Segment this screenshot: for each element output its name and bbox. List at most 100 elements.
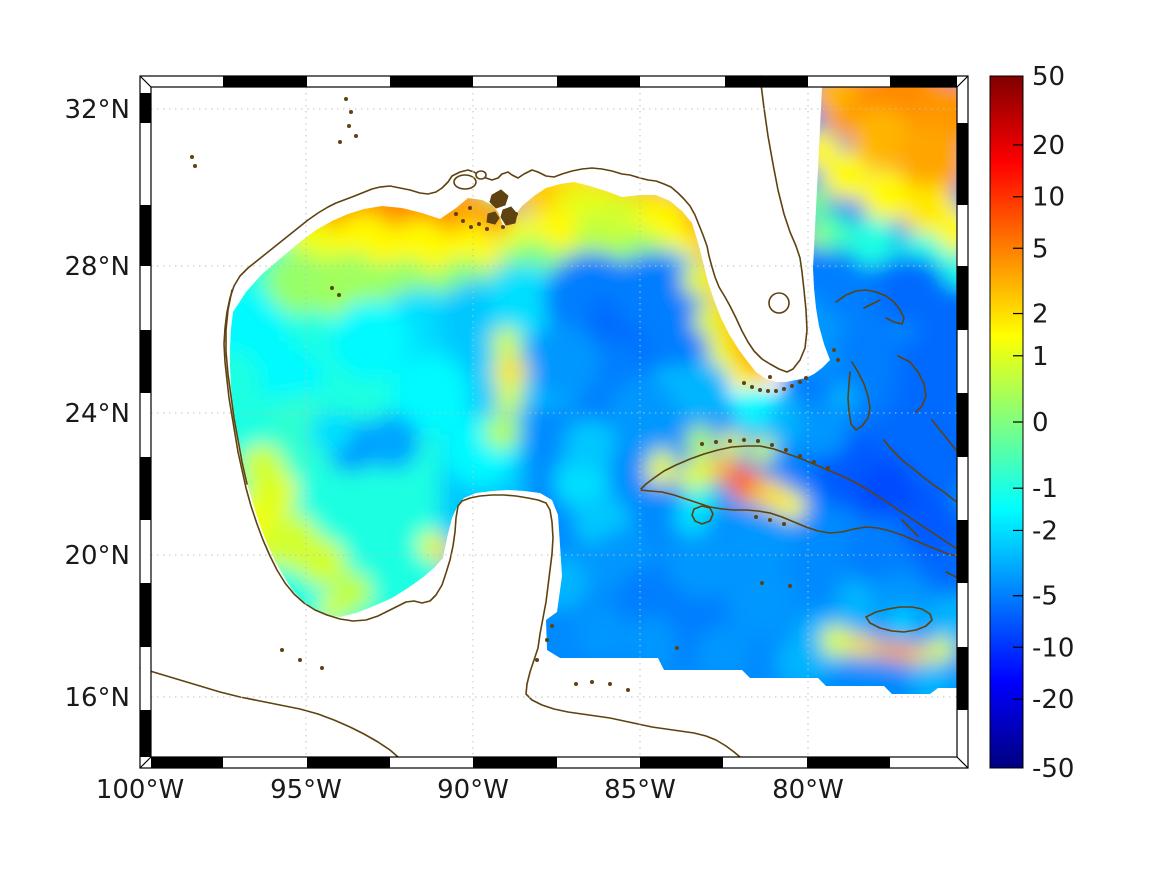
island-speck <box>675 646 679 650</box>
island-speck <box>280 648 284 652</box>
island-speck <box>469 225 473 229</box>
field-blob <box>491 327 521 357</box>
field-blob <box>530 405 544 419</box>
island-speck <box>330 286 334 290</box>
coastline <box>865 606 933 633</box>
field-blob <box>696 626 748 678</box>
field-blob <box>524 324 600 400</box>
frame-corner-miter <box>956 75 969 88</box>
field-blob <box>726 566 798 638</box>
island-speck <box>545 638 549 642</box>
field-blob <box>803 225 825 247</box>
island-speck <box>493 215 497 219</box>
field-blob <box>732 388 772 428</box>
island-speck <box>535 658 539 662</box>
island-speck <box>782 387 786 391</box>
field-blob <box>929 637 955 663</box>
island-speck <box>742 438 746 442</box>
field-blob <box>820 625 852 657</box>
y-axis-tick-label: 28°N <box>64 252 130 282</box>
frame-segment <box>807 757 890 768</box>
colorbar-tick-label: 2 <box>1032 300 1049 330</box>
field-blob <box>829 383 857 411</box>
frame-outer <box>139 75 969 769</box>
coastline <box>863 299 881 309</box>
field-blob <box>890 610 914 634</box>
field-blob <box>753 360 775 382</box>
y-axis-tick-label: 16°N <box>64 683 130 713</box>
field-blob <box>860 170 912 222</box>
island-speck <box>193 164 197 168</box>
field-blob <box>607 377 683 453</box>
island-speck <box>756 439 760 443</box>
field-blob <box>670 360 730 420</box>
colorbar-tick-label: -10 <box>1032 633 1074 663</box>
field-blob <box>726 496 798 568</box>
field-blob <box>836 316 908 388</box>
field-blob <box>298 538 346 586</box>
frame-segment <box>957 393 968 457</box>
island-speck <box>700 442 704 446</box>
island-speck <box>468 206 472 210</box>
field-blob <box>872 572 932 632</box>
coastline <box>883 439 964 507</box>
island-speck <box>608 682 612 686</box>
field-blob <box>534 554 590 610</box>
island-speck <box>798 454 802 458</box>
x-axis-tick-label: 95°W <box>270 775 342 805</box>
map-frame <box>139 75 969 769</box>
frame-segment <box>140 205 151 266</box>
island-speck <box>782 522 786 526</box>
frame-segment <box>307 757 390 768</box>
field-blob <box>718 309 744 335</box>
island-speck <box>354 134 358 138</box>
frame-segment <box>640 757 723 768</box>
island-speck <box>514 212 518 216</box>
island-speck <box>826 466 830 470</box>
field-blob <box>796 406 848 458</box>
field-blob <box>576 606 628 658</box>
y-axis-tick-label: 32°N <box>64 95 130 125</box>
field-blob <box>926 596 957 648</box>
colorbar-tick-label: -20 <box>1032 685 1074 715</box>
field-blob <box>686 426 714 454</box>
field-blob <box>896 126 957 198</box>
field-blob <box>310 410 354 454</box>
coastline <box>139 667 399 758</box>
frame-segment <box>151 757 223 768</box>
island-speck <box>832 348 836 352</box>
field-blob <box>848 218 896 266</box>
island-speck <box>812 460 816 464</box>
field-blob <box>489 264 561 336</box>
island-speck <box>507 219 511 223</box>
island-speck <box>501 225 505 229</box>
frame-corner-miter <box>956 756 969 769</box>
frame-segment <box>473 757 557 768</box>
x-axis-tick-label: 80°W <box>772 775 844 805</box>
island-speck <box>298 658 302 662</box>
colorbar-tick-label: -1 <box>1032 474 1058 504</box>
island-speck <box>742 381 746 385</box>
heatmap-clip-group <box>230 87 957 694</box>
colorbar-tick-label: 10 <box>1032 183 1065 213</box>
field-blob <box>686 454 718 486</box>
delta-marsh <box>486 211 500 225</box>
frame-inner <box>150 86 958 758</box>
island-speck <box>788 584 792 588</box>
island-speck <box>337 293 341 297</box>
field-blob <box>230 350 260 410</box>
field-blob <box>649 449 675 475</box>
island-speck <box>190 155 194 159</box>
island-speck <box>760 581 764 585</box>
frame-segment <box>140 583 151 647</box>
island-speck <box>768 375 772 379</box>
coastline <box>901 519 919 537</box>
frame-segment <box>140 710 151 757</box>
colorbar-tick-label: 5 <box>1032 234 1049 264</box>
island-speck <box>728 439 732 443</box>
coastline <box>691 505 714 525</box>
island-speck <box>774 389 778 393</box>
